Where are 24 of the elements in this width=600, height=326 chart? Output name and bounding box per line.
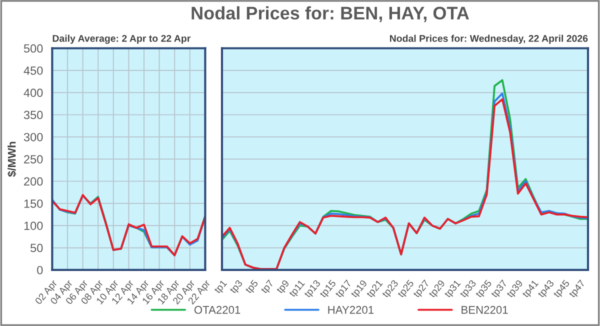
y-tick-label: 200 [24,177,43,186]
chart-subtitle: Nodal Prices for: Wednesday, 22 April 2026 [390,34,588,44]
y-tick-label: 450 [24,66,43,75]
y-tick-label: 350 [24,110,43,120]
x-tick-label: tp5 [244,279,260,296]
y-tick-label: 400 [24,88,43,97]
chart-subtitle: Daily Average: 2 Apr to 22 Apr [52,34,191,44]
legend-label: OTA2201 [194,306,240,314]
y-axis-title: $/MWh [7,142,16,177]
y-tick-label: 500 [24,44,43,53]
x-tick-label: tp3 [229,279,244,296]
x-tick-label: tp1 [214,280,229,296]
x-tick-label: tp9 [276,279,291,296]
legend-label: BEN2201 [462,306,508,314]
x-tick-label: tp21 [366,279,384,300]
legend-label: HAY2201 [328,306,374,314]
y-tick-label: 50 [30,244,43,252]
y-tick-label: 250 [24,155,43,164]
y-tick-label: 300 [24,132,43,142]
y-tick-label: 150 [24,199,43,208]
y-tick-label: 100 [24,222,43,230]
chart-title: Nodal Prices for: BEN, HAY, OTA [192,6,469,22]
x-tick-label: tp7 [260,280,276,296]
y-tick-label: 0 [37,266,43,274]
